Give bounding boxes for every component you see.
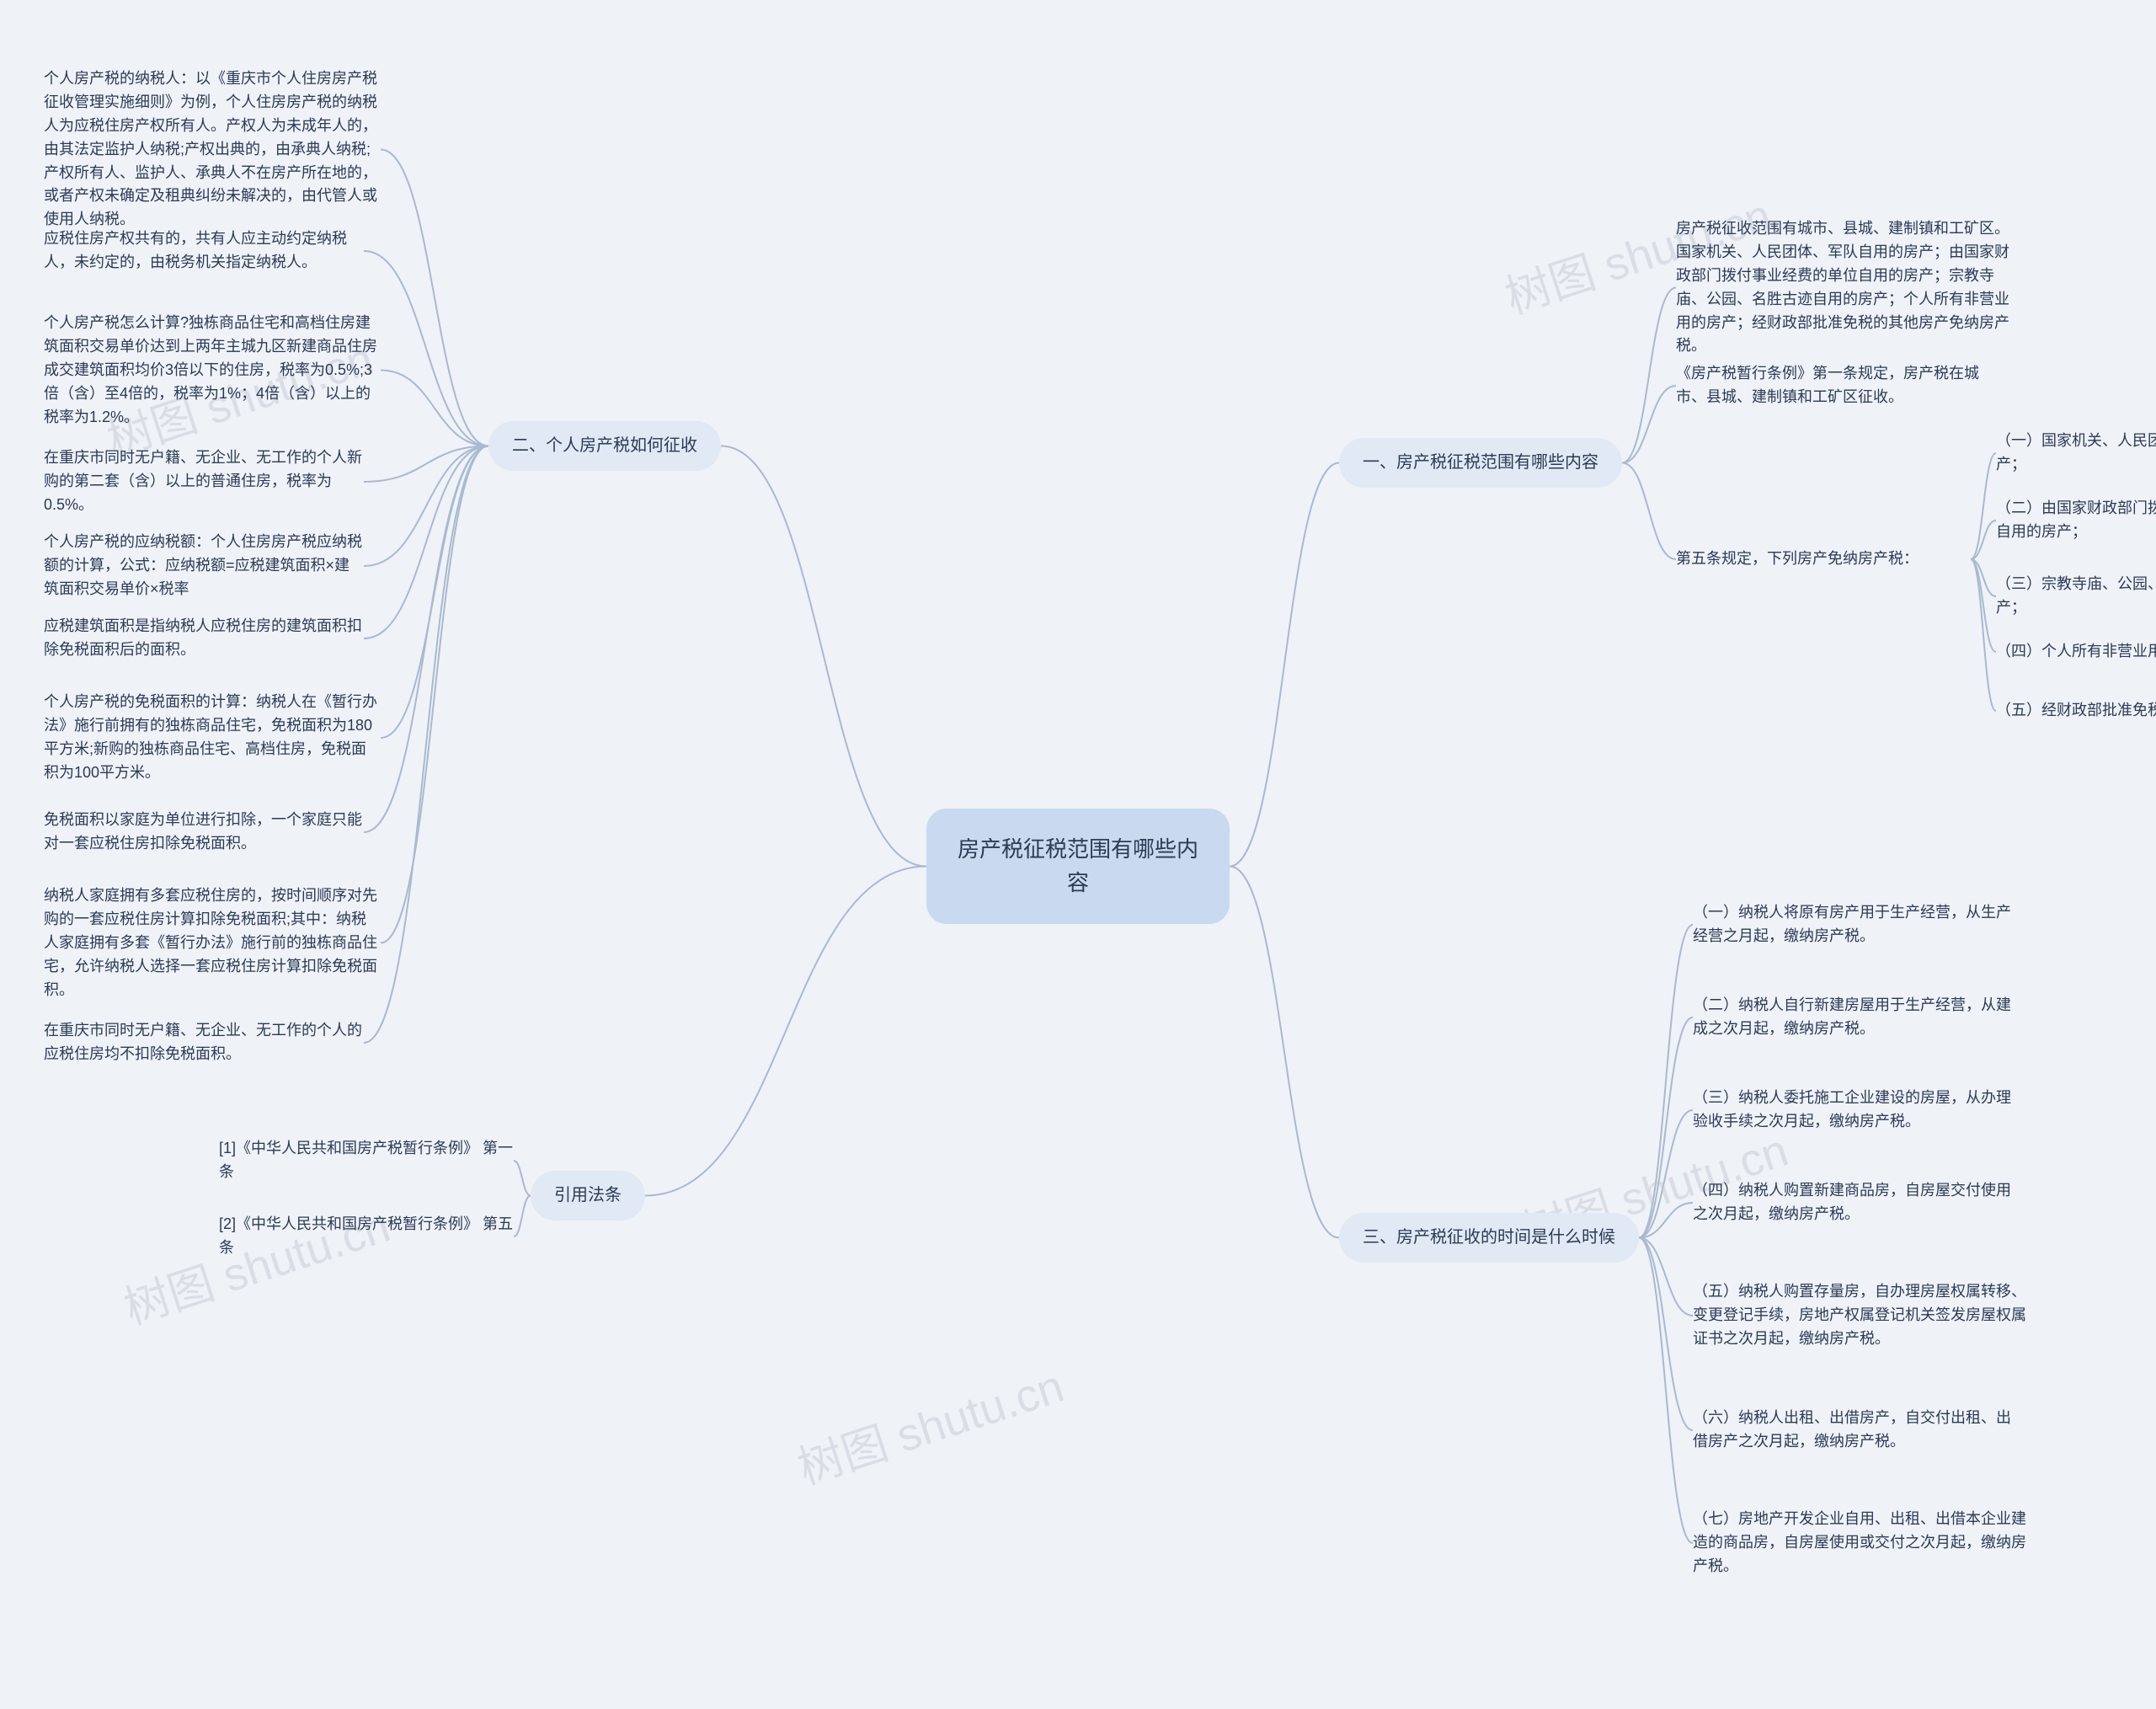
leaf-node: 个人房产税的免税面积的计算：纳税人在《暂行办法》施行前拥有的独栋商品住宅，免税面…: [44, 691, 381, 785]
center-topic: 房产税征税范围有哪些内容: [926, 809, 1230, 924]
leaf-node: 个人房产税怎么计算?独栋商品住宅和高档住房建筑面积交易单价达到上两年主城九区新建…: [44, 312, 381, 429]
watermark: 树图 shutu.cn: [788, 1349, 1071, 1497]
leaf-node: [1]《中华人民共和国房产税暂行条例》 第一条: [219, 1137, 514, 1184]
leaf-node: 在重庆市同时无户籍、无企业、无工作的个人的应税住房均不扣除免税面积。: [44, 1019, 364, 1066]
leaf-node: （一）纳税人将原有房产用于生产经营，从生产经营之月起，缴纳房产税。: [1693, 901, 2013, 948]
leaf-node: （三）宗教寺庙、公园、名胜古迹自用的房产；: [1996, 573, 2156, 620]
branch-3: 三、房产税征收的时间是什么时候: [1339, 1213, 1639, 1263]
leaf-node: 应税住房产权共有的，共有人应主动约定纳税人，未约定的，由税务机关指定纳税人。: [44, 227, 364, 275]
leaf-node: 应税建筑面积是指纳税人应税住房的建筑面积扣除免税面积后的面积。: [44, 615, 364, 662]
leaf-node: [2]《中华人民共和国房产税暂行条例》 第五条: [219, 1213, 514, 1260]
leaf-node: （四）纳税人购置新建商品房，自房屋交付使用之次月起，缴纳房产税。: [1693, 1179, 2013, 1226]
watermark: 树图 shutu.cn: [115, 1188, 398, 1337]
leaf-node: （四）个人所有非营业用的房产；: [1996, 640, 2156, 664]
leaf-node: 在重庆市同时无户籍、无企业、无工作的个人新购的第二套（含）以上的普通住房，税率为…: [44, 446, 364, 517]
leaf-node: （七）房地产开发企业自用、出租、出借本企业建造的商品房，自房屋使用或交付之次月起…: [1693, 1508, 2030, 1578]
leaf-node: 《房产税暂行条例》第一条规定，房产税在城市、县城、建制镇和工矿区征收。: [1676, 362, 1996, 409]
leaf-node: （五）纳税人购置存量房，自办理房屋权属转移、变更登记手续，房地产权属登记机关签发…: [1693, 1280, 2030, 1351]
branch-4: 引用法条: [531, 1171, 645, 1220]
leaf-node: （三）纳税人委托施工企业建设的房屋，从办理验收手续之次月起，缴纳房产税。: [1693, 1087, 2013, 1134]
leaf-node: 个人房产税的应纳税额：个人住房房产税应纳税额的计算，公式：应纳税额=应税建筑面积…: [44, 531, 364, 601]
branch-1: 一、房产税征税范围有哪些内容: [1339, 438, 1622, 488]
leaf-node: （五）经财政部批准免税的其他房产。: [1996, 699, 2156, 723]
leaf-node: 纳税人家庭拥有多套应税住房的，按时间顺序对先购的一套应税住房计算扣除免税面积;其…: [44, 884, 381, 1001]
leaf-node: 第五条规定，下列房产免纳房产税：: [1676, 547, 1971, 571]
leaf-node: （二）由国家财政部门拨付事业经费的单位自用的房产；: [1996, 497, 2156, 544]
leaf-node: 房产税征收范围有城市、县城、建制镇和工矿区。国家机关、人民团体、军队自用的房产；…: [1676, 217, 2013, 358]
leaf-node: （一）国家机关、人民团体、军队自用的房产；: [1996, 430, 2156, 477]
branch-2: 二、个人房产税如何征收: [488, 421, 721, 471]
leaf-node: （六）纳税人出租、出借房产，自交付出租、出借房产之次月起，缴纳房产税。: [1693, 1407, 2013, 1454]
leaf-node: 个人房产税的纳税人：以《重庆市个人住房房产税征收管理实施细则》为例，个人住房房产…: [44, 67, 381, 232]
leaf-node: 免税面积以家庭为单位进行扣除，一个家庭只能对一套应税住房扣除免税面积。: [44, 809, 364, 856]
leaf-node: （二）纳税人自行新建房屋用于生产经营，从建成之次月起，缴纳房产税。: [1693, 994, 2013, 1041]
